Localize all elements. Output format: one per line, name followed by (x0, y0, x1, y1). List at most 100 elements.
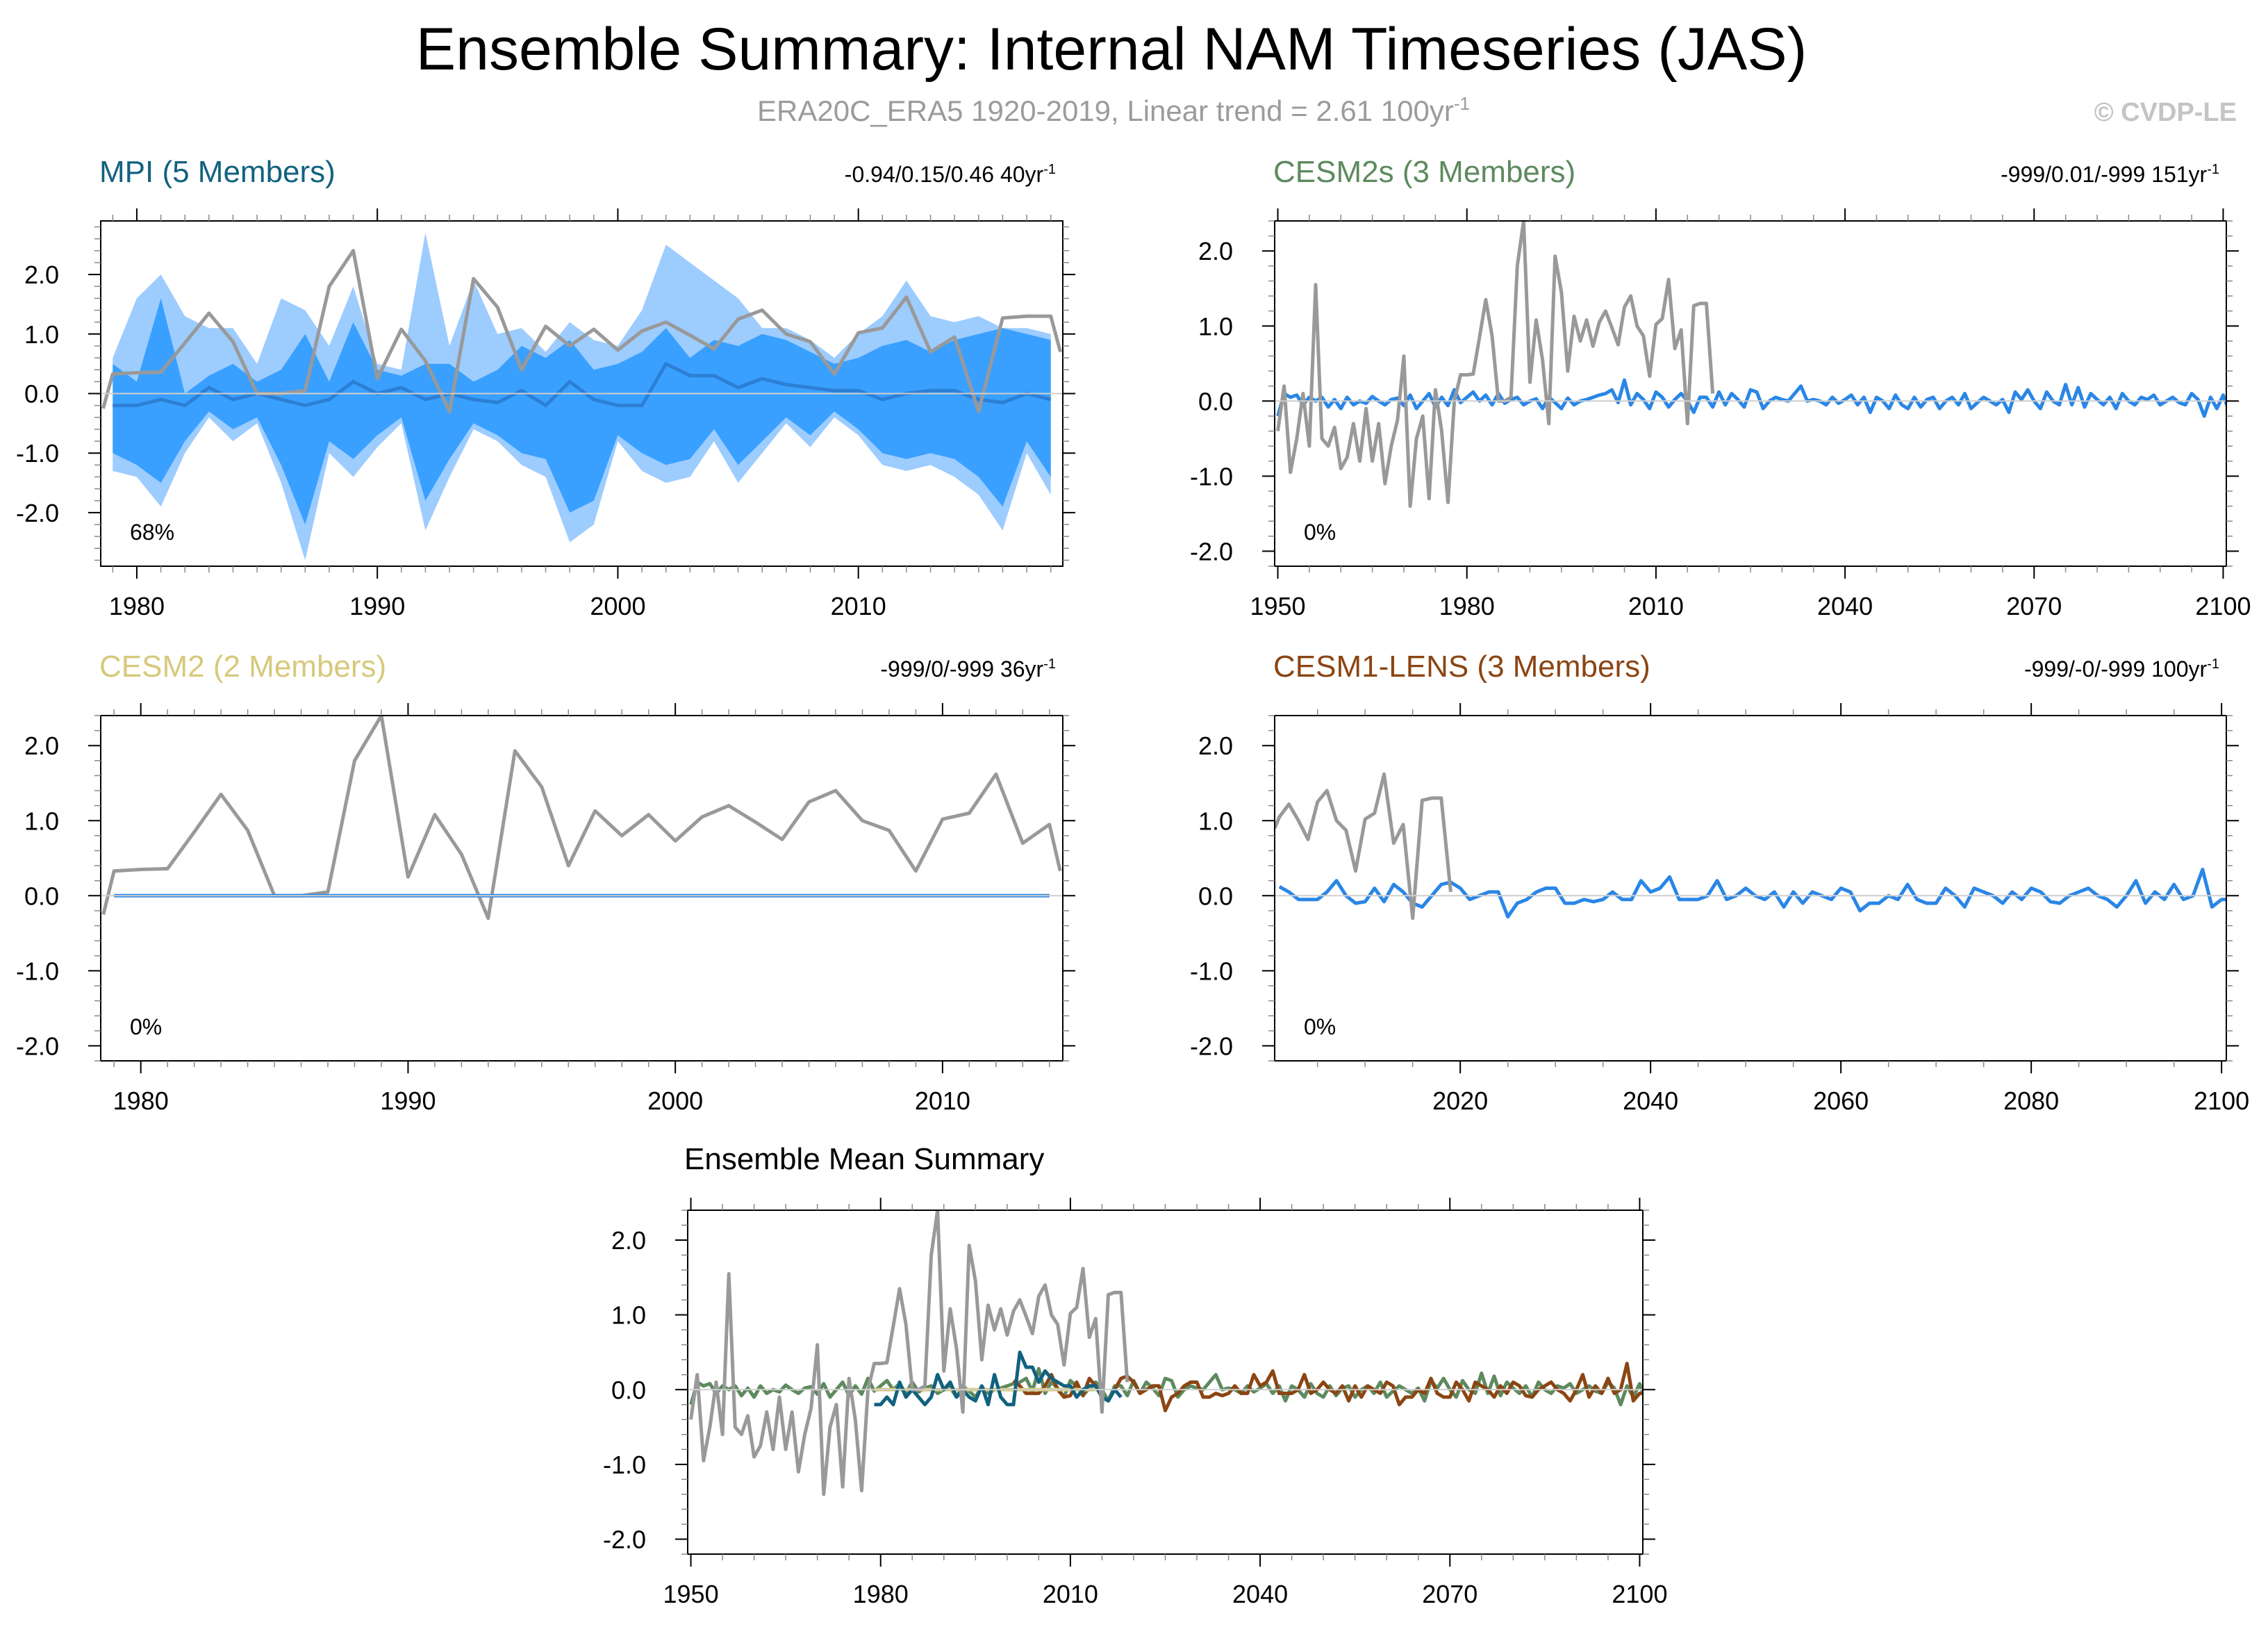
x-tick-label: 1950 (663, 1580, 719, 1608)
subtitle-text: ERA20C_ERA5 1920-2019, Linear trend = 2.… (757, 94, 1454, 127)
x-tick-label: 1980 (853, 1580, 909, 1608)
y-tick-label: 2.0 (1198, 237, 1233, 265)
observed-line (1276, 221, 1715, 509)
x-tick-label: 2100 (2194, 1087, 2249, 1115)
y-tick-label: 0.0 (611, 1376, 646, 1404)
plot-area (101, 233, 1062, 561)
percent-label: 0% (130, 1014, 162, 1039)
panel-stats-sup: -1 (2207, 162, 2219, 177)
plot-area (1275, 772, 2226, 921)
y-tick-label: -2.0 (1190, 537, 1233, 566)
panel-stats-value: -0.94/0.15/0.46 40yr (845, 162, 1044, 187)
y-tick-label: 0.0 (24, 882, 59, 910)
plot-frame (1274, 715, 2227, 1062)
y-tick-label: -1.0 (603, 1451, 646, 1479)
y-tick-label: -2.0 (16, 499, 59, 527)
plot-area (1276, 221, 2226, 509)
x-tick-label: 2100 (2195, 592, 2251, 620)
x-tick-label: 2010 (1628, 592, 1684, 620)
x-tick-label: 2100 (1612, 1580, 1667, 1608)
panel-stats-value: -999/-0/-999 100yr (2024, 657, 2208, 682)
plot-area (689, 1210, 1643, 1496)
x-tick-label: 1980 (113, 1087, 169, 1115)
y-tick-label: 2.0 (24, 261, 59, 289)
panel-stats-sup: -1 (1043, 162, 1056, 177)
panel-mpi: MPI (5 Members) -0.94/0.15/0.46 40yr-1 2.0… (16, 155, 1075, 620)
observed-line (101, 716, 1062, 921)
y-tick-label: 1.0 (24, 320, 59, 349)
panel-cesm1: CESM1-LENS (3 Members) -999/-0/-999 100yr… (1190, 650, 2249, 1115)
y-tick-label: 2.0 (611, 1226, 646, 1255)
x-tick-label: 2010 (1043, 1580, 1098, 1608)
x-tick-label: 1990 (349, 592, 405, 620)
panel-stats: -999/0/-999 36yr-1 (880, 657, 1056, 682)
subtitle-sup: -1 (1454, 93, 1470, 114)
y-tick-label: 1.0 (611, 1301, 646, 1330)
panel-stats: -999/0.01/-999 151yr-1 (2001, 162, 2219, 187)
plot-frame (100, 715, 1063, 1062)
x-tick-label: 2040 (1623, 1087, 1678, 1115)
x-tick-label: 2000 (590, 592, 645, 620)
y-tick-label: -2.0 (603, 1525, 646, 1553)
x-tick-label: 2010 (915, 1087, 970, 1115)
ensemble-mean-line (113, 361, 1052, 408)
x-tick-label: 1980 (1439, 592, 1495, 620)
x-tick-label: 2020 (1432, 1087, 1488, 1115)
percent-label: 0% (1304, 1014, 1336, 1039)
panel-title: Ensemble Mean Summary (684, 1142, 1044, 1176)
panel-title: CESM2 (2 Members) (99, 650, 386, 684)
x-tick-label: 2000 (647, 1087, 703, 1115)
panel-stats-value: -999/0/-999 36yr (880, 657, 1043, 682)
ensemble-mean-line (1276, 378, 2226, 418)
y-tick-label: 1.0 (1198, 312, 1233, 340)
credit-label: © CVDP-LE (2094, 98, 2237, 127)
figure-subtitle: ERA20C_ERA5 1920-2019, Linear trend = 2.… (757, 93, 1470, 127)
observed-line (101, 249, 1062, 413)
spread-band-inner (113, 298, 1051, 525)
x-tick-label: 2070 (2006, 592, 2062, 620)
y-tick-label: -1.0 (16, 957, 59, 985)
figure-title: Ensemble Summary: Internal NAM Timeserie… (416, 16, 1807, 83)
x-tick-label: 2010 (831, 592, 886, 620)
series-mpi (874, 1351, 1123, 1407)
y-tick-label: -2.0 (16, 1032, 59, 1060)
x-tick-label: 1950 (1250, 592, 1305, 620)
panel-stats-sup: -1 (1043, 657, 1056, 672)
panel-stats-sup: -1 (2207, 657, 2219, 672)
x-tick-label: 2040 (1232, 1580, 1288, 1608)
x-tick-label: 2060 (1813, 1087, 1869, 1115)
y-tick-label: 1.0 (24, 807, 59, 835)
y-tick-label: -1.0 (16, 439, 59, 468)
percent-label: 68% (130, 520, 174, 545)
observed-line (1275, 772, 1452, 921)
y-tick-label: -1.0 (1190, 957, 1233, 985)
y-tick-label: 2.0 (24, 732, 59, 760)
panel-stats: -999/-0/-999 100yr-1 (2024, 657, 2219, 682)
panel-stats-value: -999/0.01/-999 151yr (2001, 162, 2207, 187)
panel-stats: -0.94/0.15/0.46 40yr-1 (845, 162, 1056, 187)
y-tick-label: 2.0 (1198, 732, 1233, 760)
series-cesm1-lens (1012, 1362, 1643, 1412)
x-tick-label: 2040 (1817, 592, 1873, 620)
percent-label: 0% (1304, 520, 1336, 545)
panel-title: MPI (5 Members) (99, 155, 336, 189)
y-tick-label: 1.0 (1198, 807, 1233, 835)
panel-title: CESM2s (3 Members) (1273, 155, 1575, 189)
panel-ensemble-mean-summary: Ensemble Mean Summary 2.0 1.0 0.0 -1.0 -2.0 19… (603, 1142, 1668, 1608)
y-tick-label: -1.0 (1190, 462, 1233, 490)
y-tick-label: 0.0 (1198, 882, 1233, 910)
y-tick-label: 0.0 (24, 380, 59, 408)
x-tick-label: 1990 (380, 1087, 436, 1115)
x-tick-label: 2080 (2003, 1087, 2059, 1115)
x-tick-label: 2070 (1422, 1580, 1477, 1608)
y-tick-label: 0.0 (1198, 387, 1233, 415)
panel-cesm2: CESM2 (2 Members) -999/0/-999 36yr-1 2.0 1.… (16, 650, 1075, 1115)
y-tick-label: -2.0 (1190, 1032, 1233, 1060)
plot-area (101, 716, 1062, 921)
panel-title: CESM1-LENS (3 Members) (1273, 650, 1650, 684)
x-tick-label: 1980 (109, 592, 165, 620)
series-observed (689, 1210, 1129, 1496)
panel-cesm2s: CESM2s (3 Members) -999/0.01/-999 151yr-1… (1190, 155, 2251, 620)
ensemble-mean-line (1278, 868, 2226, 919)
